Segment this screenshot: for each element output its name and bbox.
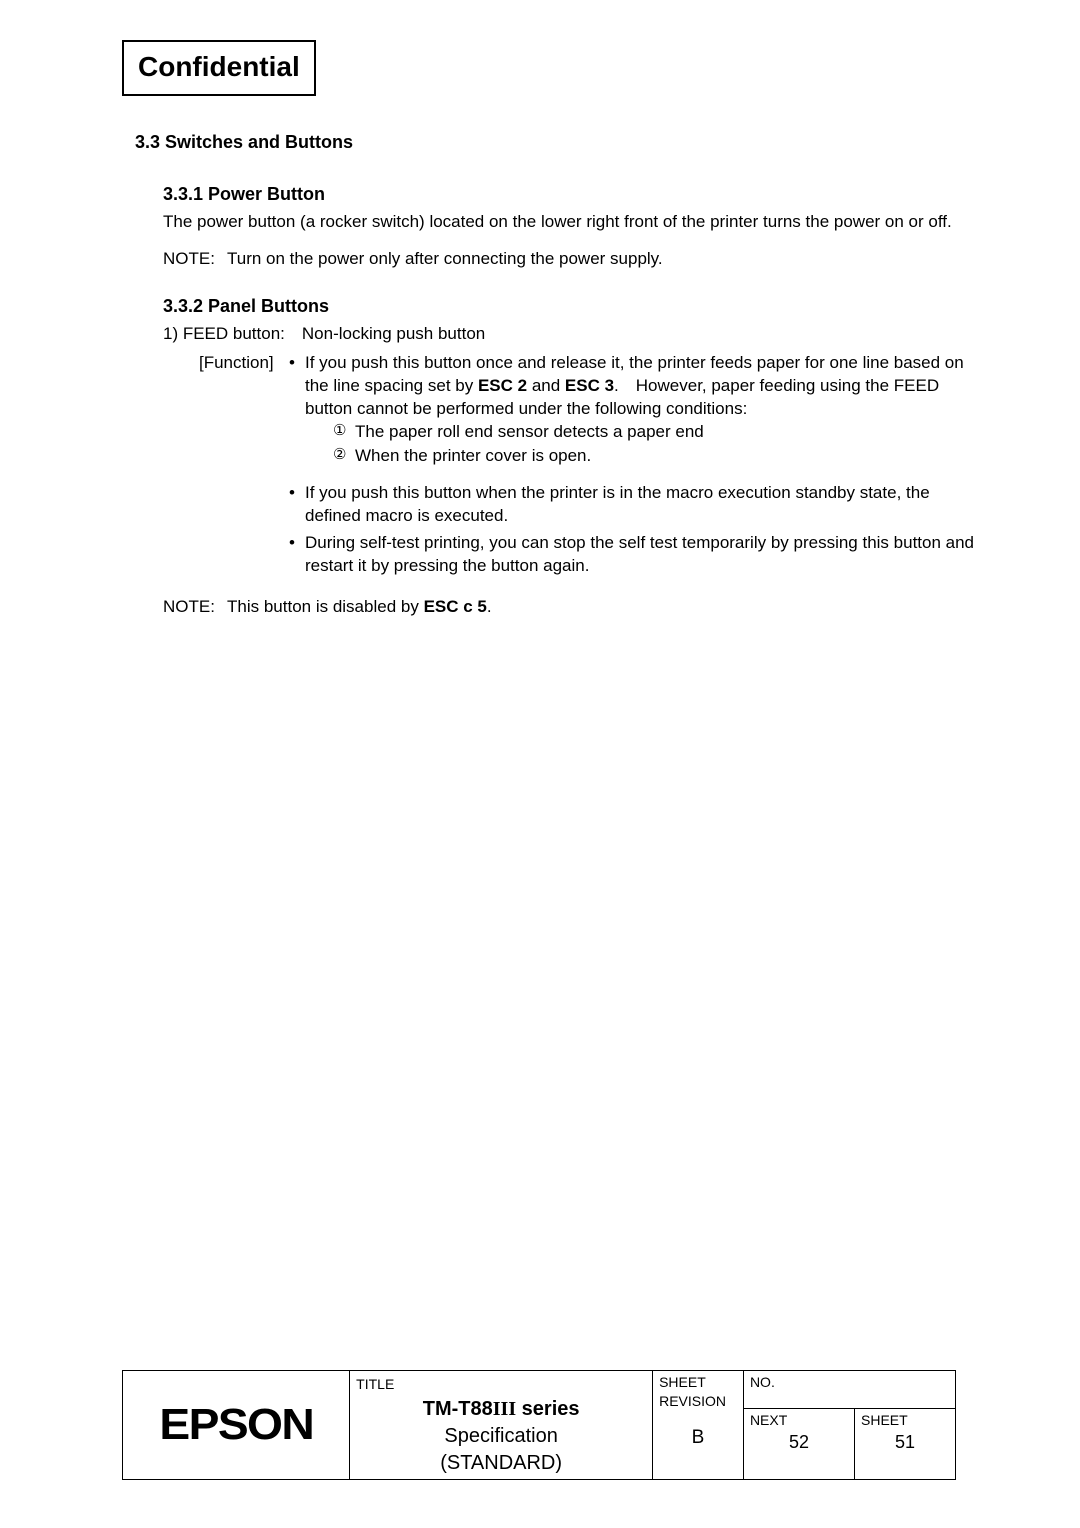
circled-text: When the printer cover is open. [355, 445, 980, 468]
esc-code: ESC 3 [565, 376, 614, 395]
title-label: TITLE [356, 1376, 394, 1392]
logo-cell: EPSON [123, 1371, 350, 1480]
text-span: and [527, 376, 565, 395]
sheet-cell: SHEET 51 [855, 1409, 956, 1480]
bullet-item-2: • If you push this button when the print… [289, 482, 980, 528]
epson-logo: EPSON [159, 1395, 313, 1454]
note-line-1: NOTE:Turn on the power only after connec… [163, 248, 980, 271]
body-paragraph: The power button (a rocker switch) locat… [163, 211, 980, 234]
note-text: Turn on the power only after connecting … [227, 249, 663, 268]
sheet-page-number: 51 [861, 1430, 949, 1454]
no-label: NO. [750, 1374, 775, 1390]
note-label: NOTE: [163, 248, 227, 271]
circled-item-2: ② When the printer cover is open. [333, 445, 980, 468]
number-cell: NO. [743, 1371, 955, 1409]
circled-item-1: ① The paper roll end sensor detects a pa… [333, 421, 980, 444]
title-line2: Specification [444, 1425, 557, 1447]
sheet-label-2: SHEET [861, 1412, 908, 1428]
circled-text: The paper roll end sensor detects a pape… [355, 421, 980, 444]
bullet-text: If you push this button once and release… [305, 352, 980, 471]
bullet-item-1: • If you push this button once and relea… [289, 352, 980, 471]
next-label: NEXT [750, 1412, 787, 1428]
title-main: TM-T88III series Specification (STANDARD… [356, 1396, 646, 1477]
note-line-2: NOTE:This button is disabled by ESC c 5. [163, 596, 980, 619]
next-page-number: 52 [750, 1430, 848, 1454]
title-line1c: series [516, 1398, 579, 1420]
note-text-b: . [487, 597, 492, 616]
sheet-label: SHEET [659, 1373, 737, 1392]
bullet-dot-icon: • [289, 482, 305, 528]
function-label: [Function] [199, 352, 289, 475]
page-content: 3.3 Switches and Buttons 3.3.1 Power But… [135, 130, 980, 643]
revision-cell: SHEET REVISION B [653, 1371, 744, 1480]
bullet-item-3: • During self-test printing, you can sto… [289, 532, 980, 578]
title-cell: TITLE TM-T88III series Specification (ST… [350, 1371, 653, 1480]
bullet-text: If you push this button when the printer… [305, 482, 980, 528]
esc-code: ESC c 5 [424, 597, 487, 616]
confidential-stamp: Confidential [122, 40, 316, 96]
title-line1b: III [493, 1398, 516, 1420]
function-block: [Function] • If you push this button onc… [199, 352, 980, 475]
esc-code: ESC 2 [478, 376, 527, 395]
bullet-text: During self-test printing, you can stop … [305, 532, 980, 578]
circled-number-icon: ① [333, 421, 355, 444]
bullet-dot-icon: • [289, 532, 305, 578]
title-line3: (STANDARD) [440, 1452, 562, 1474]
note-label: NOTE: [163, 596, 227, 619]
bullet-dot-icon: • [289, 352, 305, 471]
note-text-a: This button is disabled by [227, 597, 424, 616]
next-cell: NEXT 52 [743, 1409, 854, 1480]
subsection-heading-2: 3.3.2 Panel Buttons [163, 294, 980, 318]
function-body: • If you push this button once and relea… [289, 352, 980, 475]
continued-bullets: • If you push this button when the print… [289, 482, 980, 578]
footer-title-block: EPSON TITLE TM-T88III series Specificati… [122, 1370, 956, 1480]
subsection-heading-1: 3.3.1 Power Button [163, 182, 980, 206]
title-line1a: TM-T88 [423, 1398, 493, 1420]
revision-letter: B [659, 1425, 737, 1451]
circled-number-icon: ② [333, 445, 355, 468]
revision-label: REVISION [659, 1392, 737, 1411]
section-heading: 3.3 Switches and Buttons [135, 130, 980, 154]
list-item-feed: 1) FEED button: Non-locking push button [163, 323, 980, 346]
